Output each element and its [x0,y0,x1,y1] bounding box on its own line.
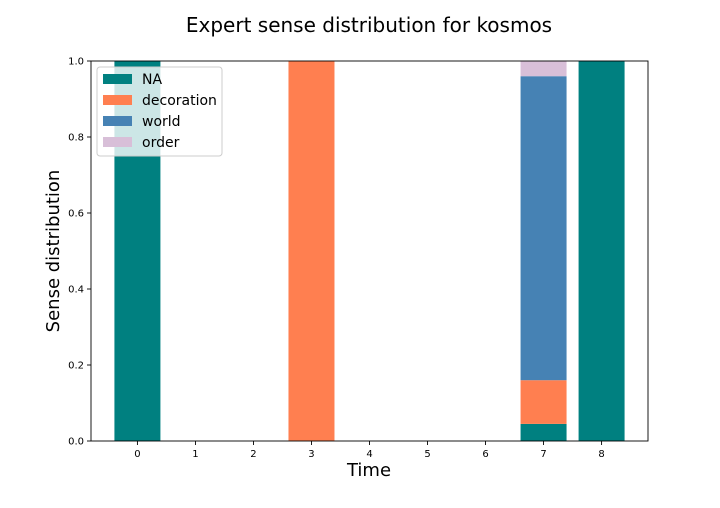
x-axis: 0 1 2 3 4 5 6 7 8 [134,441,605,460]
chart-title: Expert sense distribution for kosmos [186,13,552,37]
x-tick-label: 2 [250,449,256,460]
legend-label-order: order [142,135,180,151]
y-tick-label: 0.6 [68,209,84,220]
y-axis-label: Sense distribution [43,170,64,333]
x-tick-label: 4 [366,449,372,460]
legend-frame [96,66,223,157]
x-tick-label: 7 [540,449,546,460]
y-tick-label: 1.0 [68,57,84,68]
bar-decoration-t7 [520,380,567,424]
legend-label-decoration: decoration [142,93,217,109]
y-tick-label: 0.4 [68,285,84,296]
legend-label-na: NA [142,72,162,88]
x-tick-label: 6 [482,449,488,460]
legend-swatch-order [103,137,132,147]
bars-group [114,61,625,441]
bar-na-t8 [578,61,625,441]
legend: NA decoration world order [96,66,223,157]
legend-label-world: world [142,114,181,130]
x-tick-label: 0 [134,449,140,460]
legend-swatch-decoration [103,95,132,105]
x-tick-label: 5 [424,449,430,460]
bar-decoration-t3 [288,61,335,441]
x-tick-label: 1 [192,449,198,460]
bar-order-t7 [520,61,567,77]
x-axis-label: Time [346,460,391,481]
y-tick-label: 0.2 [68,361,84,372]
legend-swatch-world [103,116,132,126]
y-axis: 0.0 0.2 0.4 0.6 0.8 1.0 [68,57,91,448]
y-tick-label: 0.0 [68,437,84,448]
x-tick-label: 8 [598,449,604,460]
bar-world-t7 [520,76,567,381]
legend-swatch-na [103,74,132,84]
bar-na-t7 [520,423,567,441]
x-tick-label: 3 [308,449,314,460]
y-tick-label: 0.8 [68,133,84,144]
plot-frame [90,60,649,442]
